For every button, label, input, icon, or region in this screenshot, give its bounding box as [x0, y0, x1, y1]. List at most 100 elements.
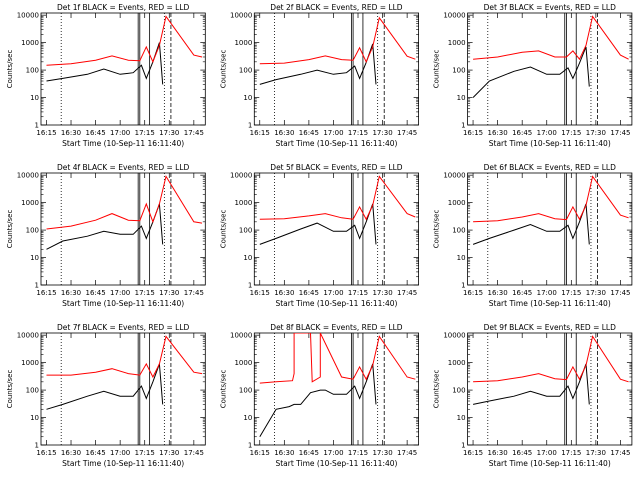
x-tick-label: 17:00: [323, 129, 343, 137]
chart-panel: Det 3f BLACK = Events, RED = LLD 1 10 100 10…: [433, 3, 633, 148]
y-tick-label: 10000: [230, 332, 252, 340]
x-tick-label: 17:00: [110, 289, 130, 297]
y-tick-label: 1: [248, 122, 252, 130]
y-tick-label: 100: [239, 387, 252, 395]
x-axis-label: Start Time (10-Sep-11 16:11:40): [62, 299, 184, 308]
x-tick-label: 16:30: [488, 129, 508, 137]
x-tick-label: 17:15: [561, 289, 581, 297]
lld-series-line: [46, 15, 203, 66]
y-tick-label: 10: [243, 414, 252, 422]
x-tick-label: 16:15: [463, 289, 483, 297]
x-tick-label: 16:30: [61, 129, 81, 137]
chart-panel: Det 5f BLACK = Events, RED = LLD 1 10 100 10…: [219, 163, 420, 308]
events-series-line: [472, 46, 590, 98]
y-axis-label: Counts/sec: [6, 50, 14, 89]
y-tick-label: 1000: [234, 359, 252, 367]
y-tick-label: 10: [30, 254, 39, 262]
x-tick-label: 17:30: [159, 449, 179, 457]
x-tick-label: 17:00: [110, 449, 130, 457]
y-tick-label: 1: [461, 282, 465, 290]
y-tick-label: 10000: [17, 12, 39, 20]
chart-panel: Det 2f BLACK = Events, RED = LLD 1 10 100 10…: [219, 3, 420, 148]
y-tick-label: 1000: [448, 199, 466, 207]
x-tick-label: 17:45: [397, 449, 417, 457]
y-tick-label: 1: [248, 442, 252, 450]
x-tick-label: 16:15: [463, 449, 483, 457]
x-tick-label: 16:15: [250, 129, 270, 137]
y-tick-label: 10000: [443, 172, 465, 180]
y-tick-label: 100: [26, 387, 39, 395]
x-tick-label: 16:30: [274, 449, 294, 457]
x-tick-label: 16:30: [61, 449, 81, 457]
lld-series-line: [473, 175, 629, 223]
lld-series-line: [46, 335, 203, 379]
y-axis-label: Counts/sec: [433, 50, 441, 89]
y-tick-label: 100: [239, 67, 252, 75]
x-tick-label: 17:45: [184, 449, 204, 457]
chart-title: Det 2f BLACK = Events, RED = LLD: [270, 3, 403, 12]
plot-frame: [253, 172, 420, 286]
y-tick-label: 10000: [17, 172, 39, 180]
events-series-line: [472, 363, 590, 405]
x-tick-label: 16:45: [512, 449, 532, 457]
chart-panel: Det 9f BLACK = Events, RED = LLD 1 10 100 10…: [433, 323, 633, 468]
lld-series-line: [46, 175, 203, 230]
y-tick-label: 1: [461, 442, 465, 450]
x-tick-label: 17:00: [537, 449, 557, 457]
plot-frame: [467, 172, 633, 286]
chart-title: Det 5f BLACK = Events, RED = LLD: [270, 163, 403, 172]
x-tick-label: 17:00: [537, 129, 557, 137]
y-tick-label: 10: [457, 254, 466, 262]
x-tick-label: 17:30: [586, 449, 606, 457]
x-tick-label: 17:45: [610, 129, 630, 137]
y-tick-label: 1000: [448, 39, 466, 47]
y-tick-label: 100: [26, 227, 39, 235]
x-tick-label: 17:15: [348, 289, 368, 297]
x-tick-label: 16:45: [299, 129, 319, 137]
plot-frame: [253, 332, 420, 446]
y-tick-label: 10000: [443, 332, 465, 340]
y-tick-label: 10000: [443, 12, 465, 20]
x-tick-label: 16:30: [274, 289, 294, 297]
y-tick-label: 10000: [230, 12, 252, 20]
x-tick-label: 17:15: [348, 129, 368, 137]
x-axis-label: Start Time (10-Sep-11 16:11:40): [489, 139, 611, 148]
y-tick-label: 100: [239, 227, 252, 235]
x-tick-label: 16:45: [512, 289, 532, 297]
x-tick-label: 17:45: [184, 129, 204, 137]
x-tick-label: 16:30: [488, 289, 508, 297]
y-axis-label: Counts/sec: [433, 370, 441, 409]
chart-title: Det 7f BLACK = Events, RED = LLD: [57, 323, 190, 332]
events-series-line: [472, 203, 590, 245]
y-tick-label: 1000: [21, 39, 39, 47]
x-tick-label: 17:15: [561, 129, 581, 137]
lld-series-line: [473, 335, 629, 383]
plot-frame: [467, 332, 633, 446]
x-tick-label: 17:15: [348, 449, 368, 457]
y-tick-label: 10: [243, 94, 252, 102]
y-tick-label: 100: [452, 227, 465, 235]
events-series-line: [46, 363, 164, 410]
x-tick-label: 17:00: [323, 289, 343, 297]
y-tick-label: 10: [30, 94, 39, 102]
y-tick-label: 100: [452, 67, 465, 75]
x-tick-label: 16:15: [36, 449, 56, 457]
x-tick-label: 17:45: [610, 289, 630, 297]
plot-frame: [40, 12, 206, 126]
chart-title: Det 4f BLACK = Events, RED = LLD: [57, 163, 190, 172]
x-tick-label: 16:30: [61, 289, 81, 297]
y-tick-label: 1: [461, 122, 465, 130]
y-axis-label: Counts/sec: [6, 210, 14, 249]
chart-panel: Det 6f BLACK = Events, RED = LLD 1 10 100 10…: [433, 163, 633, 308]
x-tick-label: 16:30: [488, 449, 508, 457]
x-tick-label: 17:15: [135, 129, 155, 137]
x-tick-label: 17:30: [586, 129, 606, 137]
x-tick-label: 17:00: [537, 289, 557, 297]
chart-title: Det 3f BLACK = Events, RED = LLD: [484, 3, 617, 12]
plot-frame: [253, 12, 420, 126]
x-tick-label: 17:45: [397, 129, 417, 137]
x-tick-label: 17:30: [372, 289, 392, 297]
x-tick-label: 16:15: [36, 289, 56, 297]
x-tick-label: 17:30: [586, 289, 606, 297]
y-axis-label: Counts/sec: [433, 210, 441, 249]
